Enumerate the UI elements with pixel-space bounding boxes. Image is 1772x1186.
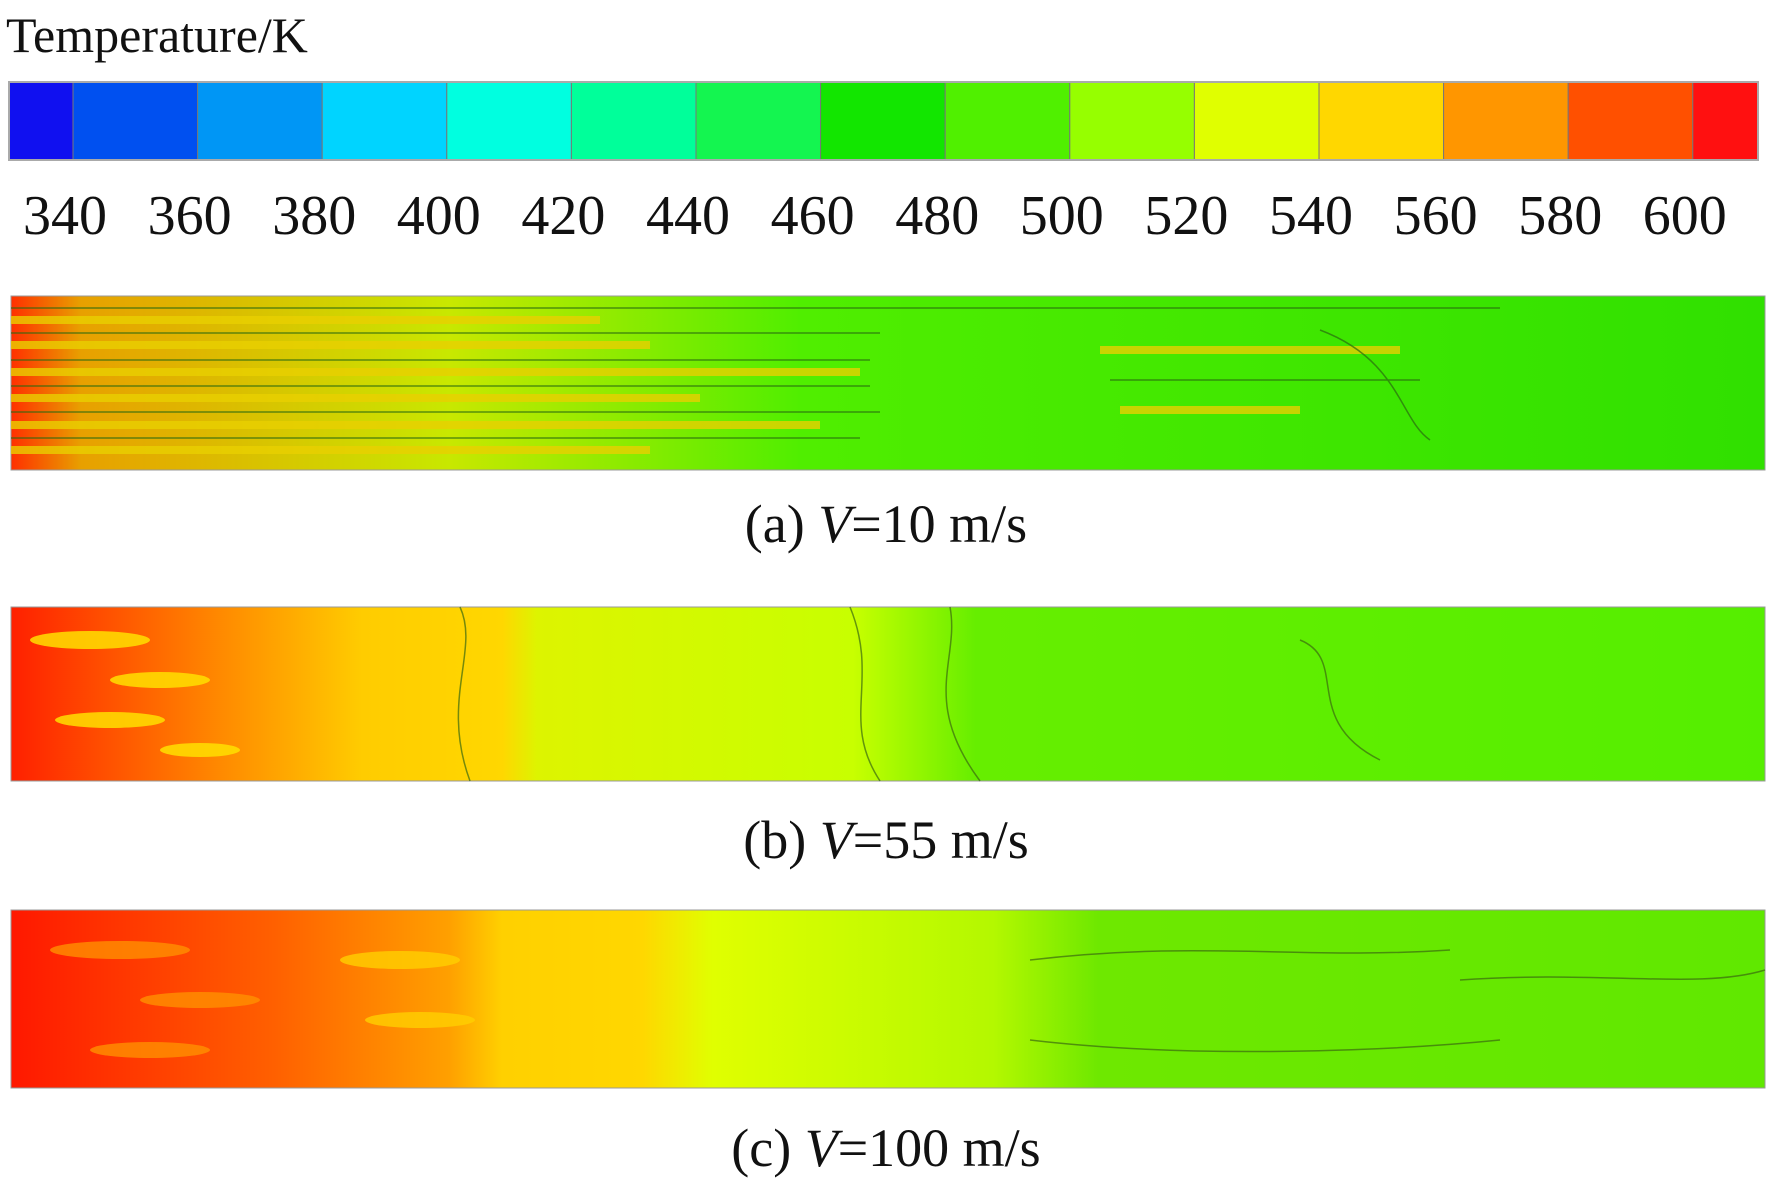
colorbar-tick-label: 600 <box>1643 185 1727 247</box>
colorbar-tick-label: 440 <box>646 185 730 247</box>
colorbar-tick-label: 380 <box>272 185 356 247</box>
colorbar-segment <box>1318 81 1445 161</box>
colorbar-tick-label: 420 <box>521 185 605 247</box>
colorbar-segment <box>8 81 74 161</box>
colorbar-tick-label: 500 <box>1020 185 1104 247</box>
colorbar-tick-label: 540 <box>1269 185 1353 247</box>
colorbar-segment <box>1193 81 1320 161</box>
colorbar: 340 360 380 400 420 440 460 480 500 520 540 560 580 6… <box>8 81 1759 247</box>
contour-panel <box>10 606 1766 782</box>
colorbar-tick-label: 520 <box>1144 185 1228 247</box>
panel-variable: V <box>818 494 857 554</box>
panel-variable: V <box>805 1118 844 1178</box>
colorbar-segment <box>72 81 199 161</box>
panel-value: =100 m/s <box>838 1118 1041 1178</box>
panel-caption: (a) V=10 m/s <box>745 494 1027 554</box>
colorbar-tick-label: 340 <box>23 185 107 247</box>
colorbar-tick-label: 480 <box>895 185 979 247</box>
panel-variable: V <box>820 810 859 870</box>
colorbar-segment <box>1443 81 1569 161</box>
colorbar-tick-label: 560 <box>1394 185 1478 247</box>
panel-value: =10 m/s <box>851 494 1027 554</box>
panel-caption: (b) V=55 m/s <box>743 810 1028 870</box>
colorbar-tick-label: 360 <box>148 185 232 247</box>
panel-label: (a) <box>745 494 805 554</box>
colorbar-segment <box>570 81 697 161</box>
colorbar-frame <box>8 81 1759 161</box>
colorbar-segment <box>820 81 946 161</box>
colorbar-tick-label: 400 <box>397 185 481 247</box>
colorbar-segment <box>1567 81 1694 161</box>
contour-panel <box>10 295 1766 471</box>
panel-label: (b) <box>743 810 806 870</box>
colorbar-segment <box>446 81 572 161</box>
panel-label: (c) <box>731 1118 791 1178</box>
contour-panel <box>10 909 1766 1089</box>
colorbar-segment <box>197 81 323 161</box>
colorbar-segment <box>1692 81 1759 161</box>
panel-value: =55 m/s <box>853 810 1029 870</box>
colorbar-segment <box>1069 81 1195 161</box>
colorbar-segment <box>695 81 822 161</box>
panel-caption: (c) V=100 m/s <box>731 1118 1040 1178</box>
colorbar-tick-label: 580 <box>1518 185 1602 247</box>
colorbar-title: Temperature/K <box>6 7 308 63</box>
colorbar-tick-label: 460 <box>771 185 855 247</box>
colorbar-segment <box>944 81 1071 161</box>
colorbar-segment <box>321 81 448 161</box>
